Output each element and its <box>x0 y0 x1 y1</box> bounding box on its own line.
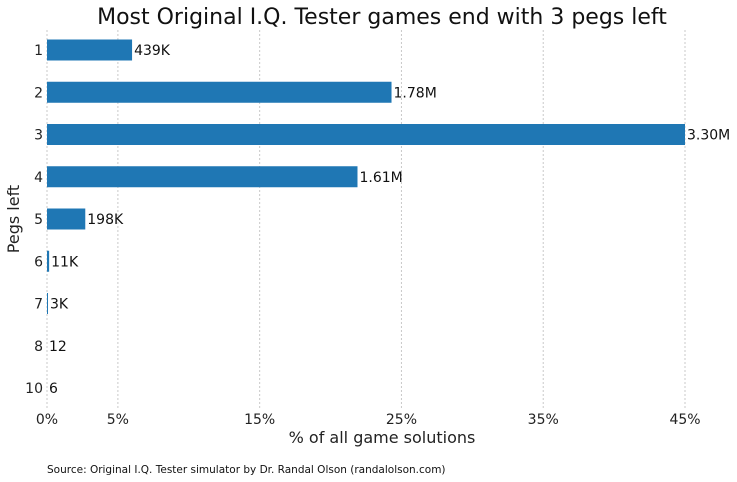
x-tick-label: 25% <box>386 412 417 428</box>
y-tick-label: 2 <box>34 85 43 101</box>
y-tick-label: 3 <box>34 128 43 144</box>
data-label: 198K <box>87 212 124 228</box>
data-label: 11K <box>51 254 79 270</box>
chart-title: Most Original I.Q. Tester games end with… <box>97 5 667 30</box>
x-tick-label: 0% <box>36 412 58 428</box>
x-tick-label: 15% <box>244 412 275 428</box>
data-label: 3K <box>50 297 69 313</box>
bar <box>47 166 358 188</box>
data-label: 439K <box>134 43 171 59</box>
y-tick-labels: 1 2 3 4 5 6 7 8 10 <box>25 43 43 397</box>
bars <box>47 39 685 399</box>
x-axis-label: % of all game solutions <box>289 428 476 447</box>
y-tick-label: 4 <box>34 170 43 186</box>
y-tick-label: 1 <box>34 43 43 59</box>
bar <box>47 293 48 314</box>
x-tick-label: 35% <box>528 412 559 428</box>
bar <box>47 81 392 103</box>
y-tick-label: 8 <box>34 339 43 355</box>
x-tick-label: 5% <box>107 412 129 428</box>
y-tick-label: 7 <box>34 297 43 313</box>
bar <box>47 250 50 272</box>
bar <box>47 124 685 145</box>
data-labels: 439K 1.78M 3.30M 1.61M 198K 11K 3K 12 6 <box>49 43 730 397</box>
bar <box>47 39 133 61</box>
y-tick-label: 6 <box>34 254 43 270</box>
data-label: 12 <box>49 339 67 355</box>
data-label: 1.61M <box>359 170 402 186</box>
data-label: 6 <box>49 381 58 397</box>
y-tick-label: 10 <box>25 381 43 397</box>
x-tick-labels: 0% 5% 15% 25% 35% 45% <box>36 412 701 428</box>
data-label: 3.30M <box>687 128 730 144</box>
bar <box>47 208 86 230</box>
source-note: Source: Original I.Q. Tester simulator b… <box>47 464 446 476</box>
data-label: 1.78M <box>394 85 437 101</box>
x-tick-label: 45% <box>669 412 700 428</box>
y-axis-label: Pegs left <box>4 185 23 253</box>
y-tick-label: 5 <box>34 212 43 228</box>
